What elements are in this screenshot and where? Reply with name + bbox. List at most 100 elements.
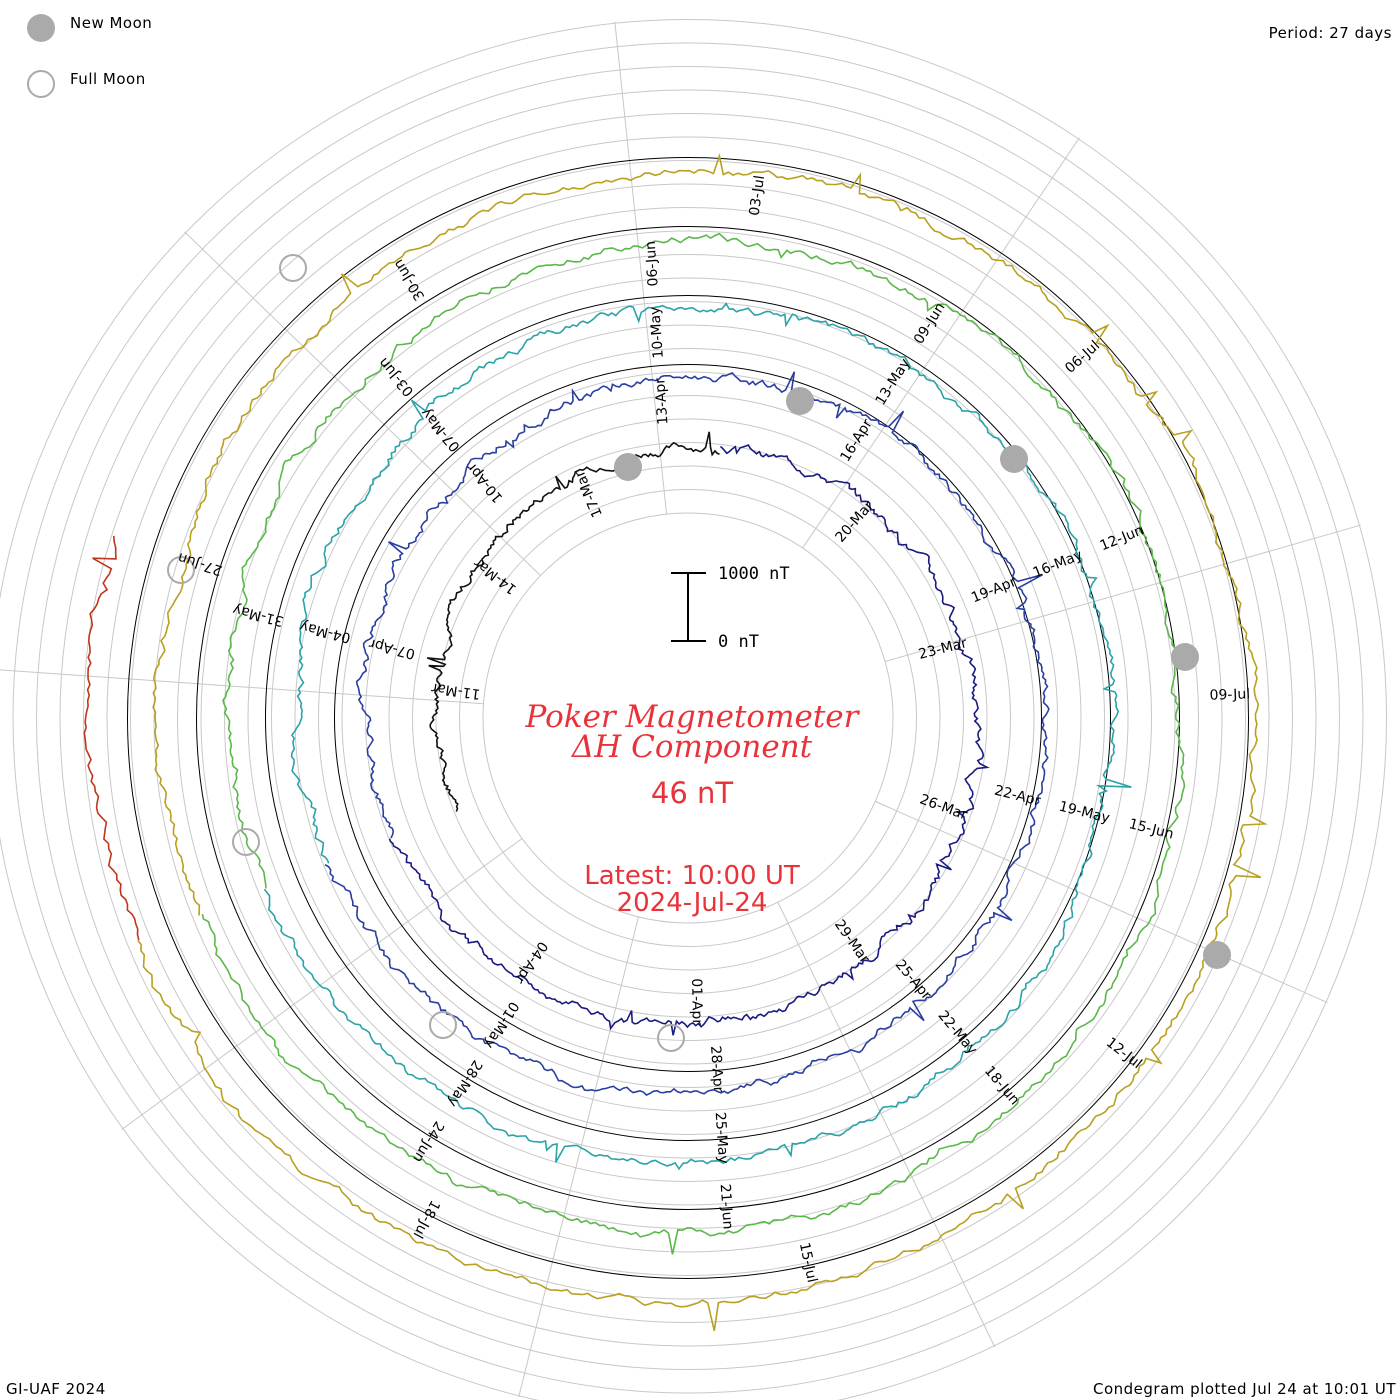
grid-ring	[36, 66, 1340, 1370]
grid-ring	[459, 489, 917, 947]
date-label: 12-Jun	[1098, 522, 1146, 554]
moon-markers	[167, 254, 1231, 1052]
grid-ring	[294, 324, 1082, 1112]
scale-bottom-label: 0 nT	[718, 632, 759, 652]
chart-title: Poker Magnetometer	[525, 699, 861, 735]
date-label: 23-Mar	[917, 635, 969, 663]
footer-credit: GI-UAF 2024	[6, 1380, 106, 1398]
baseline-circle	[334, 364, 1042, 1072]
date-label: 19-Apr	[969, 574, 1019, 606]
scale-bar	[671, 572, 706, 642]
baseline-circle	[127, 157, 1249, 1279]
date-label: 07-Apr	[367, 635, 416, 662]
series-line	[388, 443, 990, 1036]
grid-ring	[106, 136, 1270, 1300]
latest-date: 2024-Jul-24	[617, 888, 768, 918]
series-line	[137, 152, 1268, 1331]
date-label: 04-May	[298, 618, 352, 646]
date-label: 28-Apr	[707, 1045, 726, 1093]
date-label: 15-Jun	[1127, 816, 1175, 843]
grid-ring	[482, 512, 894, 924]
grid-ring	[388, 418, 988, 1018]
grid-spoke	[875, 800, 1328, 1004]
date-label: 16-May	[1031, 547, 1085, 581]
new-moon-marker	[1000, 445, 1028, 473]
date-label: 17-Mar	[572, 468, 606, 520]
grid-spoke	[0, 669, 484, 705]
date-label: 12-Jul	[1103, 1035, 1145, 1073]
date-label: 15-Jul	[796, 1241, 820, 1284]
date-label: 18-Jun	[981, 1063, 1023, 1108]
grid-ring	[435, 465, 941, 971]
new-moon-marker	[1171, 643, 1199, 671]
latest-value: 46 nT	[651, 776, 733, 810]
grid-ring	[83, 113, 1293, 1323]
latest-time: Latest: 10:00 UT	[584, 861, 800, 891]
date-label: 24-Jun	[409, 1118, 447, 1165]
date-label: 01-May	[481, 998, 522, 1050]
grid-spokes	[0, 21, 1362, 1398]
grid-spoke	[777, 902, 996, 1348]
date-label: 21-Jun	[717, 1183, 736, 1230]
date-label: 06-Jun	[643, 240, 662, 287]
grid-spoke	[884, 524, 1362, 662]
grid-ring	[12, 42, 1364, 1394]
date-label: 28-May	[444, 1057, 485, 1109]
baseline-circle	[265, 295, 1111, 1141]
grid-ring	[318, 348, 1058, 1088]
full-moon-marker	[167, 556, 195, 584]
grid-ring	[130, 160, 1246, 1276]
chart-subtitle: ΔH Component	[571, 729, 813, 765]
baseline-circles	[127, 157, 1249, 1279]
date-label: 09-Jul	[1209, 686, 1250, 703]
grid-ring	[224, 254, 1152, 1182]
full-moon-legend-icon	[27, 70, 55, 98]
new-moon-legend-label: New Moon	[70, 14, 153, 32]
footer-plot-time: Condegram plotted Jul 24 at 10:01 UT	[1092, 1380, 1396, 1398]
new-moon-marker	[614, 453, 642, 481]
date-label: 29-Mar	[831, 917, 873, 967]
grid-spoke	[802, 137, 1080, 549]
date-label: 01-Apr	[688, 978, 705, 1025]
full-moon-marker	[232, 828, 260, 856]
date-label: 03-Jul	[747, 174, 768, 216]
series-line	[83, 535, 140, 941]
grid-ring	[365, 395, 1011, 1041]
full-moon-marker	[429, 1011, 457, 1039]
grid-spoke	[184, 231, 541, 576]
grid-ring	[153, 183, 1223, 1253]
date-label: 10-May	[647, 306, 667, 359]
date-label: 25-Apr	[892, 957, 934, 1003]
series-line	[263, 302, 1132, 1171]
grid-ring	[412, 442, 964, 994]
grid-ring	[0, 19, 1387, 1400]
date-label: 25-May	[712, 1111, 732, 1164]
data-series	[83, 152, 1268, 1331]
grid-ring	[59, 89, 1317, 1347]
new-moon-marker	[786, 387, 814, 415]
grid-spoke	[121, 838, 523, 1130]
date-label: 30-Jun	[391, 256, 429, 303]
grid-ring	[247, 277, 1129, 1159]
full-moon-marker	[279, 254, 307, 282]
grid-ring	[200, 230, 1176, 1206]
period-label: Period: 27 days	[1268, 24, 1392, 42]
grid-ring	[341, 371, 1035, 1065]
date-label: 13-May	[873, 356, 914, 408]
new-moon-marker	[1203, 941, 1231, 969]
date-label: 16-Apr	[837, 416, 875, 464]
date-label: 13-Apr	[652, 377, 671, 425]
new-moon-legend-icon	[27, 14, 55, 42]
date-label: 14-Mar	[471, 554, 520, 597]
grid-rings	[0, 19, 1387, 1400]
series-line	[324, 371, 1050, 1096]
date-label: 20-Mar	[832, 498, 877, 546]
grid-ring	[271, 301, 1105, 1135]
grid-spoke	[518, 916, 639, 1398]
grid-spoke	[614, 21, 668, 515]
date-label: 19-May	[1057, 799, 1111, 827]
baseline-circle	[196, 226, 1180, 1210]
full-moon-marker	[657, 1024, 685, 1052]
date-label: 22-May	[935, 1008, 981, 1058]
series-line	[201, 232, 1186, 1255]
